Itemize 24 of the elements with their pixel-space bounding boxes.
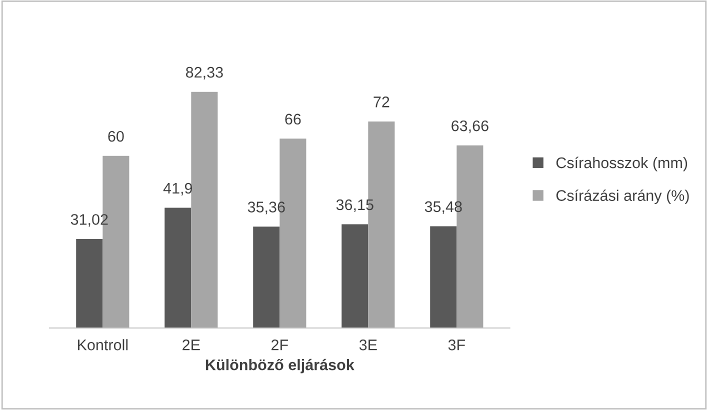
data-label: 36,15 — [336, 199, 374, 212]
bar — [76, 239, 103, 328]
bar — [164, 208, 192, 328]
x-tick-label: 3F — [448, 340, 465, 350]
bar — [342, 224, 368, 328]
data-label: 72 — [374, 96, 390, 108]
data-label: 35,36 — [248, 202, 285, 214]
x-tick-label: 3E — [359, 340, 377, 350]
x-axis-title: Különböző eljárások — [206, 358, 354, 374]
bar — [430, 226, 457, 328]
x-tick-label: Kontroll — [78, 339, 128, 350]
data-label: 63,66 — [452, 120, 488, 134]
bar — [253, 226, 280, 328]
data-label: 41,9 — [163, 182, 192, 196]
data-label: 66 — [285, 114, 301, 125]
x-tick-label: 2E — [182, 340, 200, 350]
data-label: 82,33 — [186, 66, 223, 80]
data-label: 35,48 — [424, 201, 462, 214]
bar — [191, 92, 218, 328]
legend-label: Csírahosszok (mm) — [556, 156, 688, 172]
legend-label: Csírázási arány (%) — [556, 190, 689, 204]
x-tick-label: 2F — [272, 340, 288, 350]
data-label: 60 — [108, 130, 124, 142]
data-label: 31,02 — [70, 214, 108, 227]
